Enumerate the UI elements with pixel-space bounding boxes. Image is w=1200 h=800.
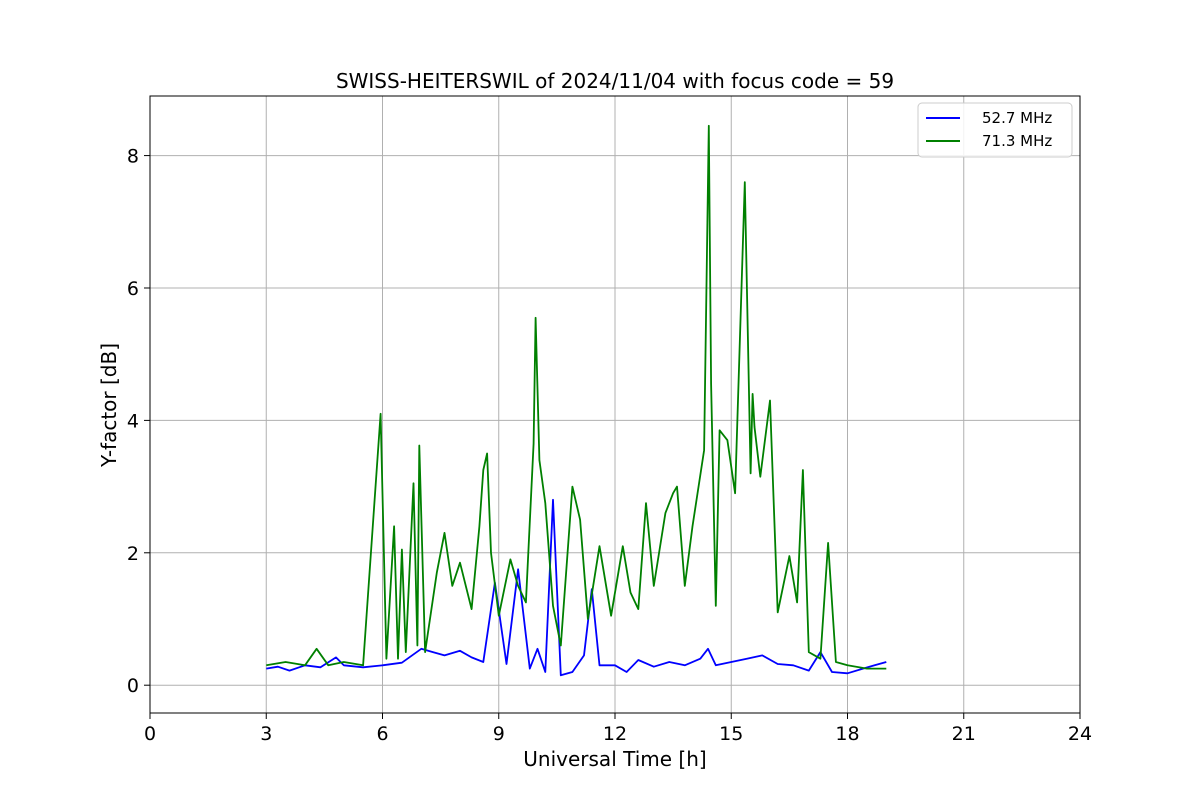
- series-line-52-7-mhz: [266, 498, 887, 677]
- legend-label-71-3-mhz: 71.3 MHz: [982, 132, 1052, 150]
- y-tick-label: 4: [127, 410, 139, 432]
- y-axis-label: Y-factor [dB]: [97, 343, 121, 468]
- y-tick-label: 6: [127, 278, 139, 300]
- legend-label-52-7-mhz: 52.7 MHz: [982, 109, 1052, 127]
- x-tick-label: 12: [603, 723, 627, 745]
- series-line-71-3-mhz: [266, 124, 887, 670]
- x-tick-label: 18: [835, 723, 859, 745]
- y-tick-label: 0: [127, 675, 139, 697]
- legend: 52.7 MHz 71.3 MHz: [917, 102, 1073, 158]
- x-tick-label: 6: [376, 723, 388, 745]
- series-layer: [266, 124, 887, 677]
- x-axis-label: Universal Time [h]: [523, 747, 706, 771]
- chart-title: SWISS-HEITERSWIL of 2024/11/04 with focu…: [336, 69, 894, 93]
- x-tick-label: 15: [719, 723, 743, 745]
- legend-box: [917, 102, 1073, 158]
- x-tick-label: 0: [144, 723, 156, 745]
- y-tick-label: 2: [127, 543, 139, 565]
- y-tick-label: 8: [127, 146, 139, 168]
- x-tick-label: 3: [260, 723, 272, 745]
- x-tick-label: 24: [1068, 723, 1092, 745]
- x-tick-label: 9: [493, 723, 505, 745]
- x-tick-label: 21: [952, 723, 976, 745]
